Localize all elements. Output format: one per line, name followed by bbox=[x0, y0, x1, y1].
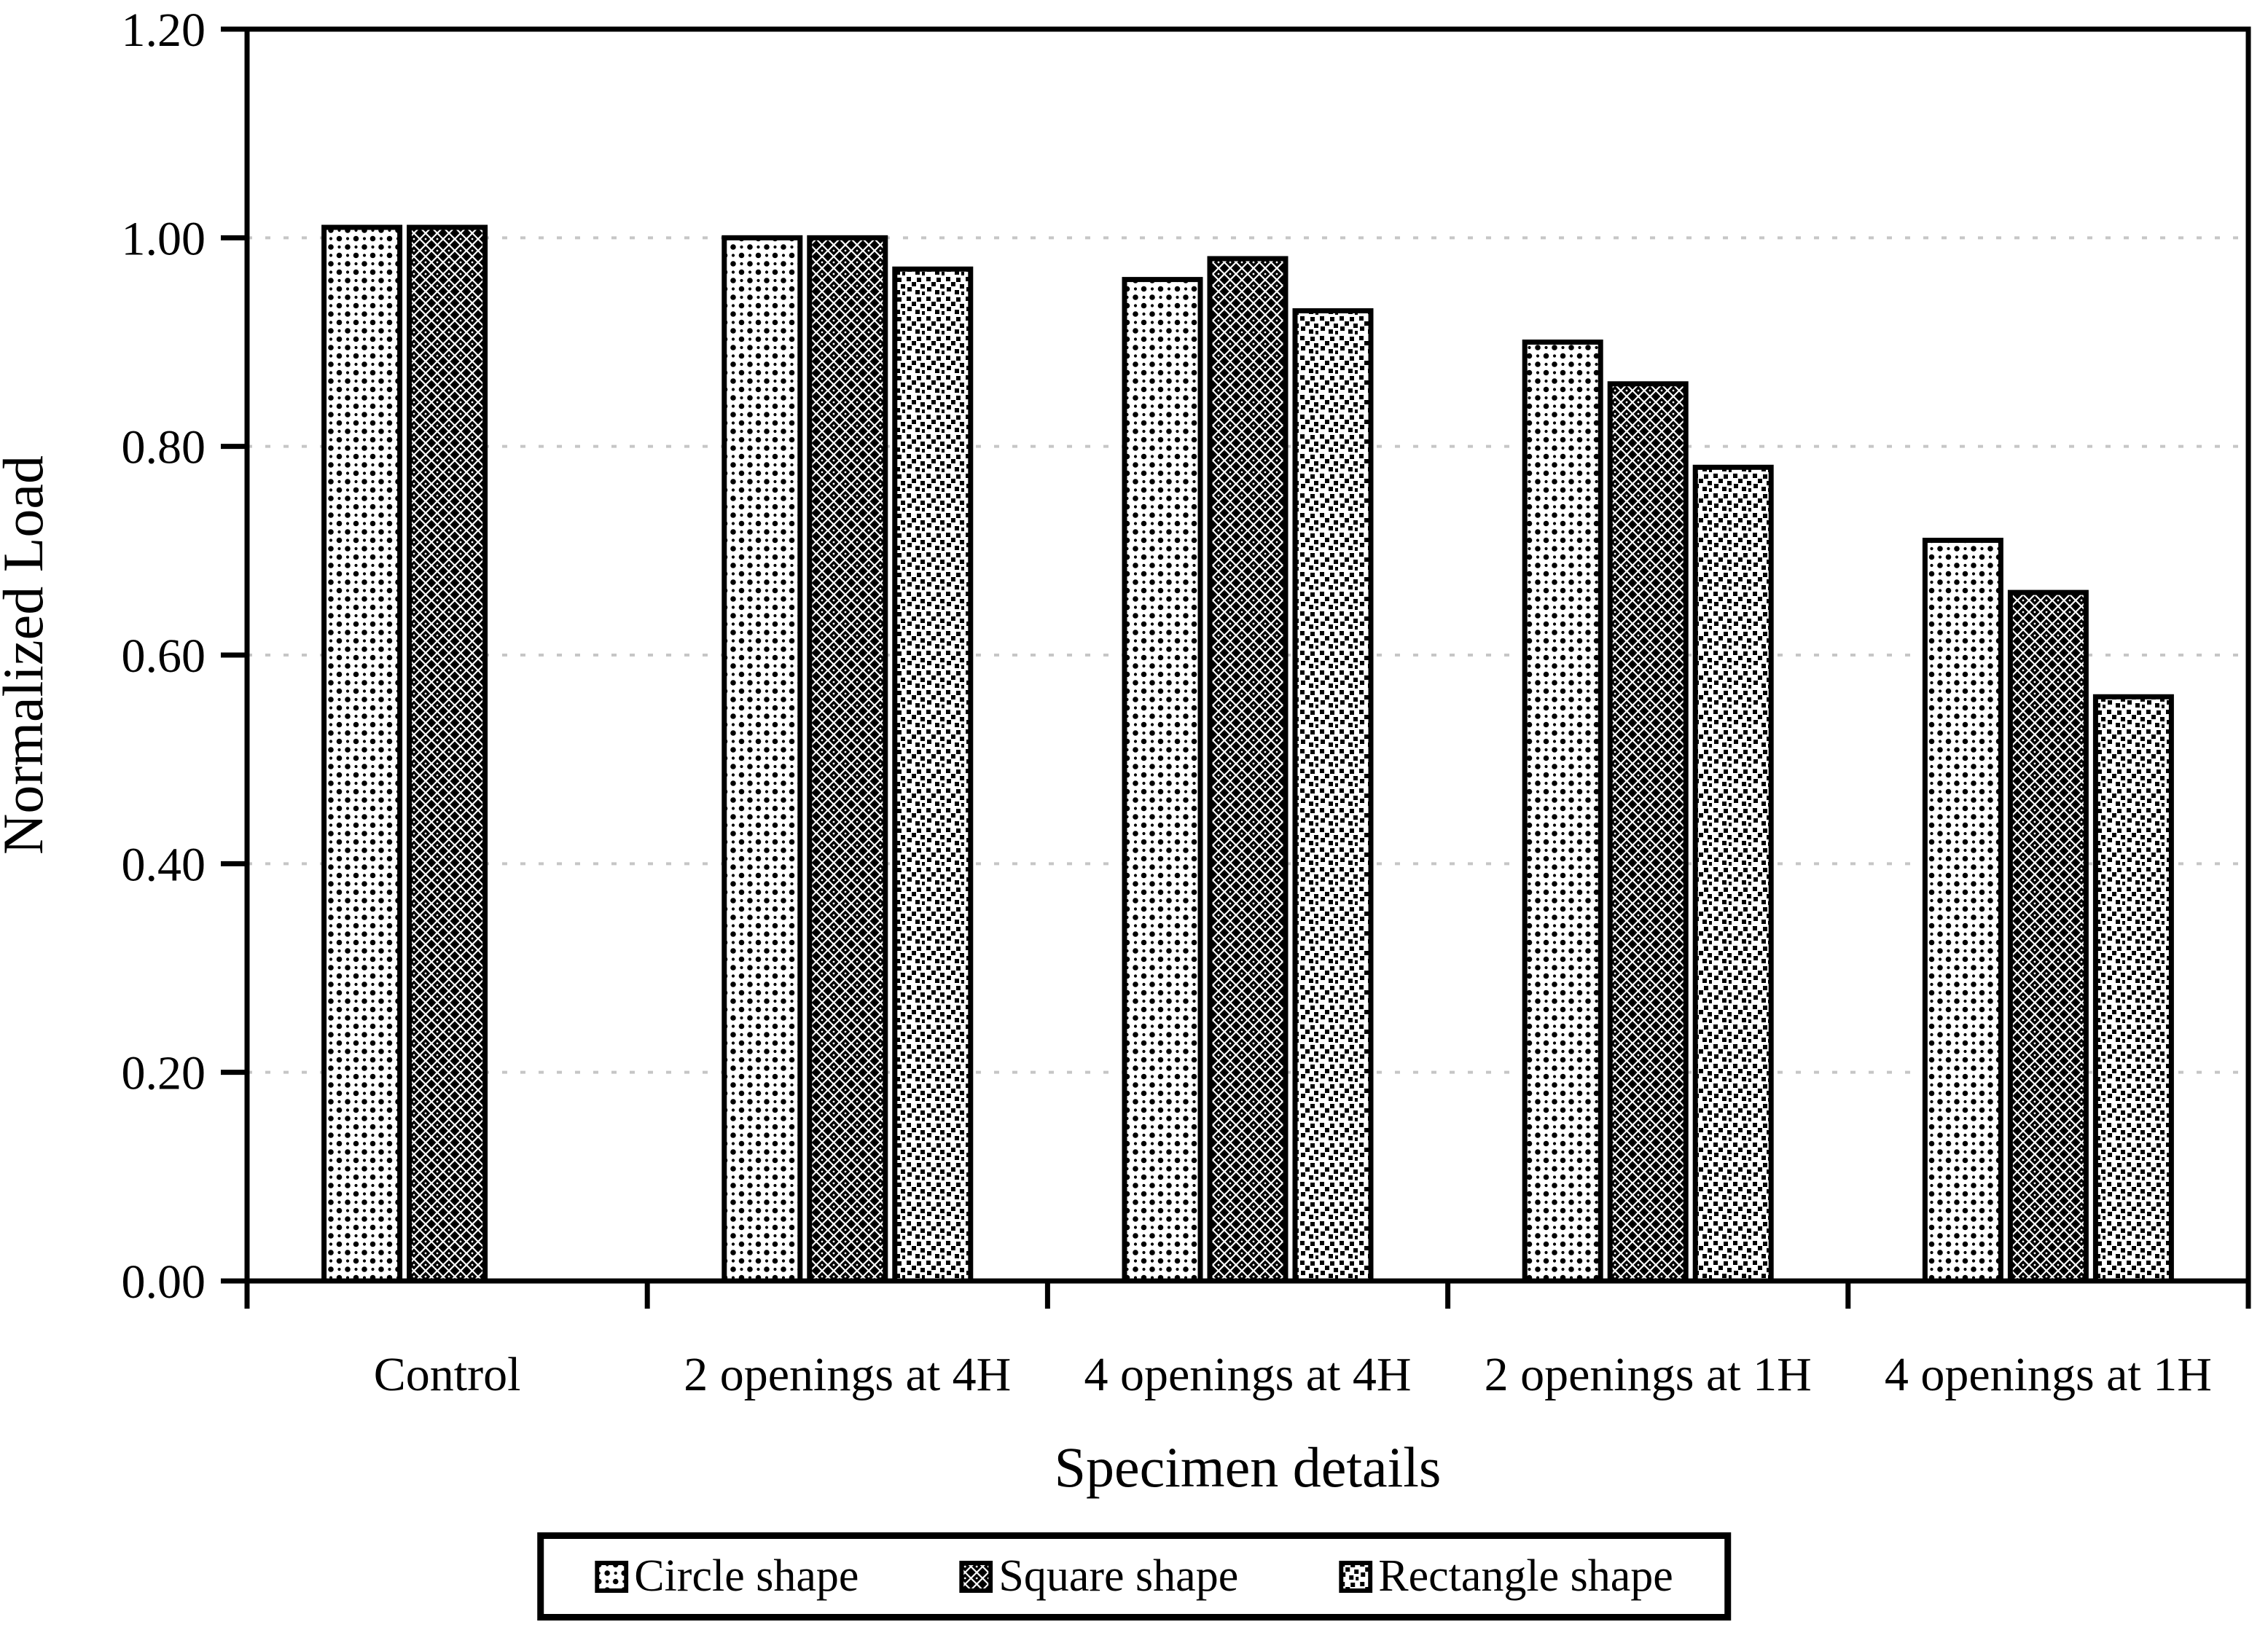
legend-label: Circle shape bbox=[634, 1551, 859, 1601]
bar-medium-squares-4 bbox=[2092, 694, 2174, 1284]
y-tick-labels: 0.00 0.20 0.40 0.60 0.80 1.00 1.20 bbox=[122, 4, 206, 1309]
legend-swatch-sparse-dots-icon bbox=[595, 1560, 629, 1593]
x-category-label: 2 openings at 1H bbox=[1485, 1348, 1812, 1401]
y-tick-label: 0.60 bbox=[122, 630, 206, 683]
bar-medium-squares-3 bbox=[1692, 464, 1774, 1284]
y-tick-label: 1.20 bbox=[122, 4, 206, 57]
bar-dark-trellis-1 bbox=[807, 235, 888, 1284]
x-category-labels: Control 2 openings at 4H 4 openings at 4H 2… bbox=[374, 1348, 2212, 1401]
y-tick-label: 1.00 bbox=[122, 212, 206, 265]
legend-swatch-medium-squares-icon bbox=[1339, 1560, 1373, 1593]
bar-sparse-dots-3 bbox=[1522, 340, 1603, 1284]
bar-medium-squares-2 bbox=[1292, 308, 1374, 1284]
y-axis-title: Normalized Load bbox=[0, 455, 55, 855]
legend-label: Square shape bbox=[998, 1551, 1239, 1601]
legend-item-medium-squares: Rectangle shape bbox=[1339, 1551, 1673, 1602]
chart-legend: Circle shape Square shape Rectangle shape bbox=[537, 1532, 1731, 1621]
bar-dark-trellis-3 bbox=[1607, 381, 1689, 1284]
bar-sparse-dots-0 bbox=[321, 224, 403, 1284]
bar-dark-trellis-4 bbox=[2007, 589, 2089, 1284]
bar-dark-trellis-0 bbox=[407, 224, 488, 1284]
x-axis-title: Specimen details bbox=[1055, 1435, 1442, 1499]
bar-sparse-dots-4 bbox=[1922, 538, 2003, 1284]
x-category-label: 2 openings at 4H bbox=[684, 1348, 1011, 1401]
x-category-label: 4 openings at 4H bbox=[1084, 1348, 1411, 1401]
x-category-label: Control bbox=[374, 1348, 521, 1401]
y-tick-label: 0.40 bbox=[122, 838, 206, 891]
x-category-label: 4 openings at 1H bbox=[1885, 1348, 2212, 1401]
bar-sparse-dots-1 bbox=[722, 235, 803, 1284]
axis-ticks bbox=[221, 26, 2251, 1309]
y-tick-label: 0.20 bbox=[122, 1047, 206, 1100]
bars bbox=[321, 224, 2174, 1284]
legend-swatch-dark-trellis-icon bbox=[959, 1560, 993, 1593]
bar-medium-squares-1 bbox=[892, 266, 974, 1284]
bar-sparse-dots-2 bbox=[1122, 277, 1203, 1284]
y-tick-label: 0.00 bbox=[122, 1255, 206, 1309]
bar-dark-trellis-2 bbox=[1207, 256, 1289, 1284]
legend-label: Rectangle shape bbox=[1378, 1551, 1673, 1601]
legend-item-dark-trellis: Square shape bbox=[959, 1551, 1238, 1602]
legend-item-sparse-dots: Circle shape bbox=[595, 1551, 859, 1602]
y-tick-label: 0.80 bbox=[122, 421, 206, 474]
